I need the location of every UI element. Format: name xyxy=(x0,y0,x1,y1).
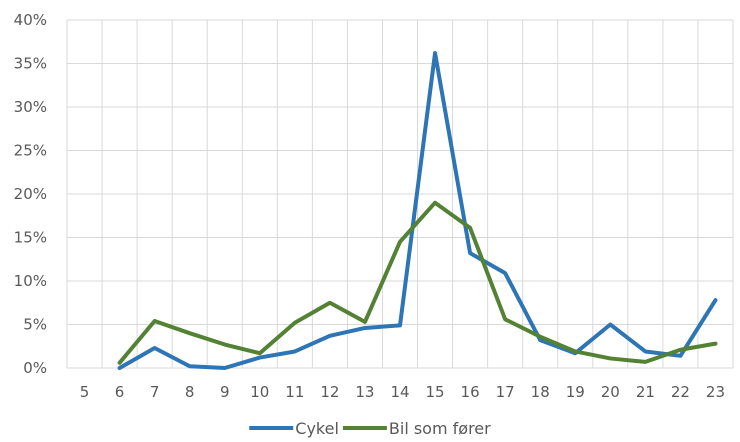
x-tick-label: 8 xyxy=(185,383,195,401)
y-axis: 0% 5% 10% 15% 20% 25% 30% 35% 40% xyxy=(14,11,47,377)
x-tick-label: 17 xyxy=(496,383,515,401)
x-tick-label: 20 xyxy=(601,383,620,401)
x-tick-label: 14 xyxy=(390,383,409,401)
legend-label-0: Cykel xyxy=(295,419,339,438)
x-tick-label: 13 xyxy=(355,383,374,401)
x-tick-label: 16 xyxy=(461,383,480,401)
y-tick-label: 0% xyxy=(23,359,47,377)
x-tick-label: 9 xyxy=(220,383,230,401)
x-tick-label: 23 xyxy=(706,383,725,401)
y-tick-label: 20% xyxy=(14,185,47,203)
y-tick-label: 10% xyxy=(14,272,47,290)
x-tick-label: 15 xyxy=(426,383,445,401)
x-axis: 5 6 7 8 9 10 11 12 13 14 15 16 17 18 19 20 21 22 23 xyxy=(80,383,725,401)
series-line-0 xyxy=(117,51,718,370)
x-tick-label: 11 xyxy=(285,383,304,401)
legend-label-1: Bil som fører xyxy=(389,419,491,438)
y-tick-label: 35% xyxy=(14,55,47,73)
y-tick-label: 30% xyxy=(14,98,47,116)
x-tick-label: 6 xyxy=(115,383,125,401)
x-tick-label: 12 xyxy=(320,383,339,401)
y-tick-label: 15% xyxy=(14,229,47,247)
x-tick-label: 7 xyxy=(150,383,160,401)
x-tick-label: 5 xyxy=(80,383,90,401)
x-tick-label: 18 xyxy=(531,383,550,401)
y-tick-label: 25% xyxy=(14,142,47,160)
x-tick-label: 10 xyxy=(250,383,269,401)
series-line-1 xyxy=(117,200,718,365)
y-tick-label: 5% xyxy=(23,316,47,334)
legend: Cykel Bil som fører xyxy=(249,419,491,438)
y-tick-label: 40% xyxy=(14,11,47,29)
x-tick-label: 21 xyxy=(636,383,655,401)
x-tick-label: 19 xyxy=(566,383,585,401)
series-lines xyxy=(117,51,718,370)
x-tick-label: 22 xyxy=(671,383,690,401)
